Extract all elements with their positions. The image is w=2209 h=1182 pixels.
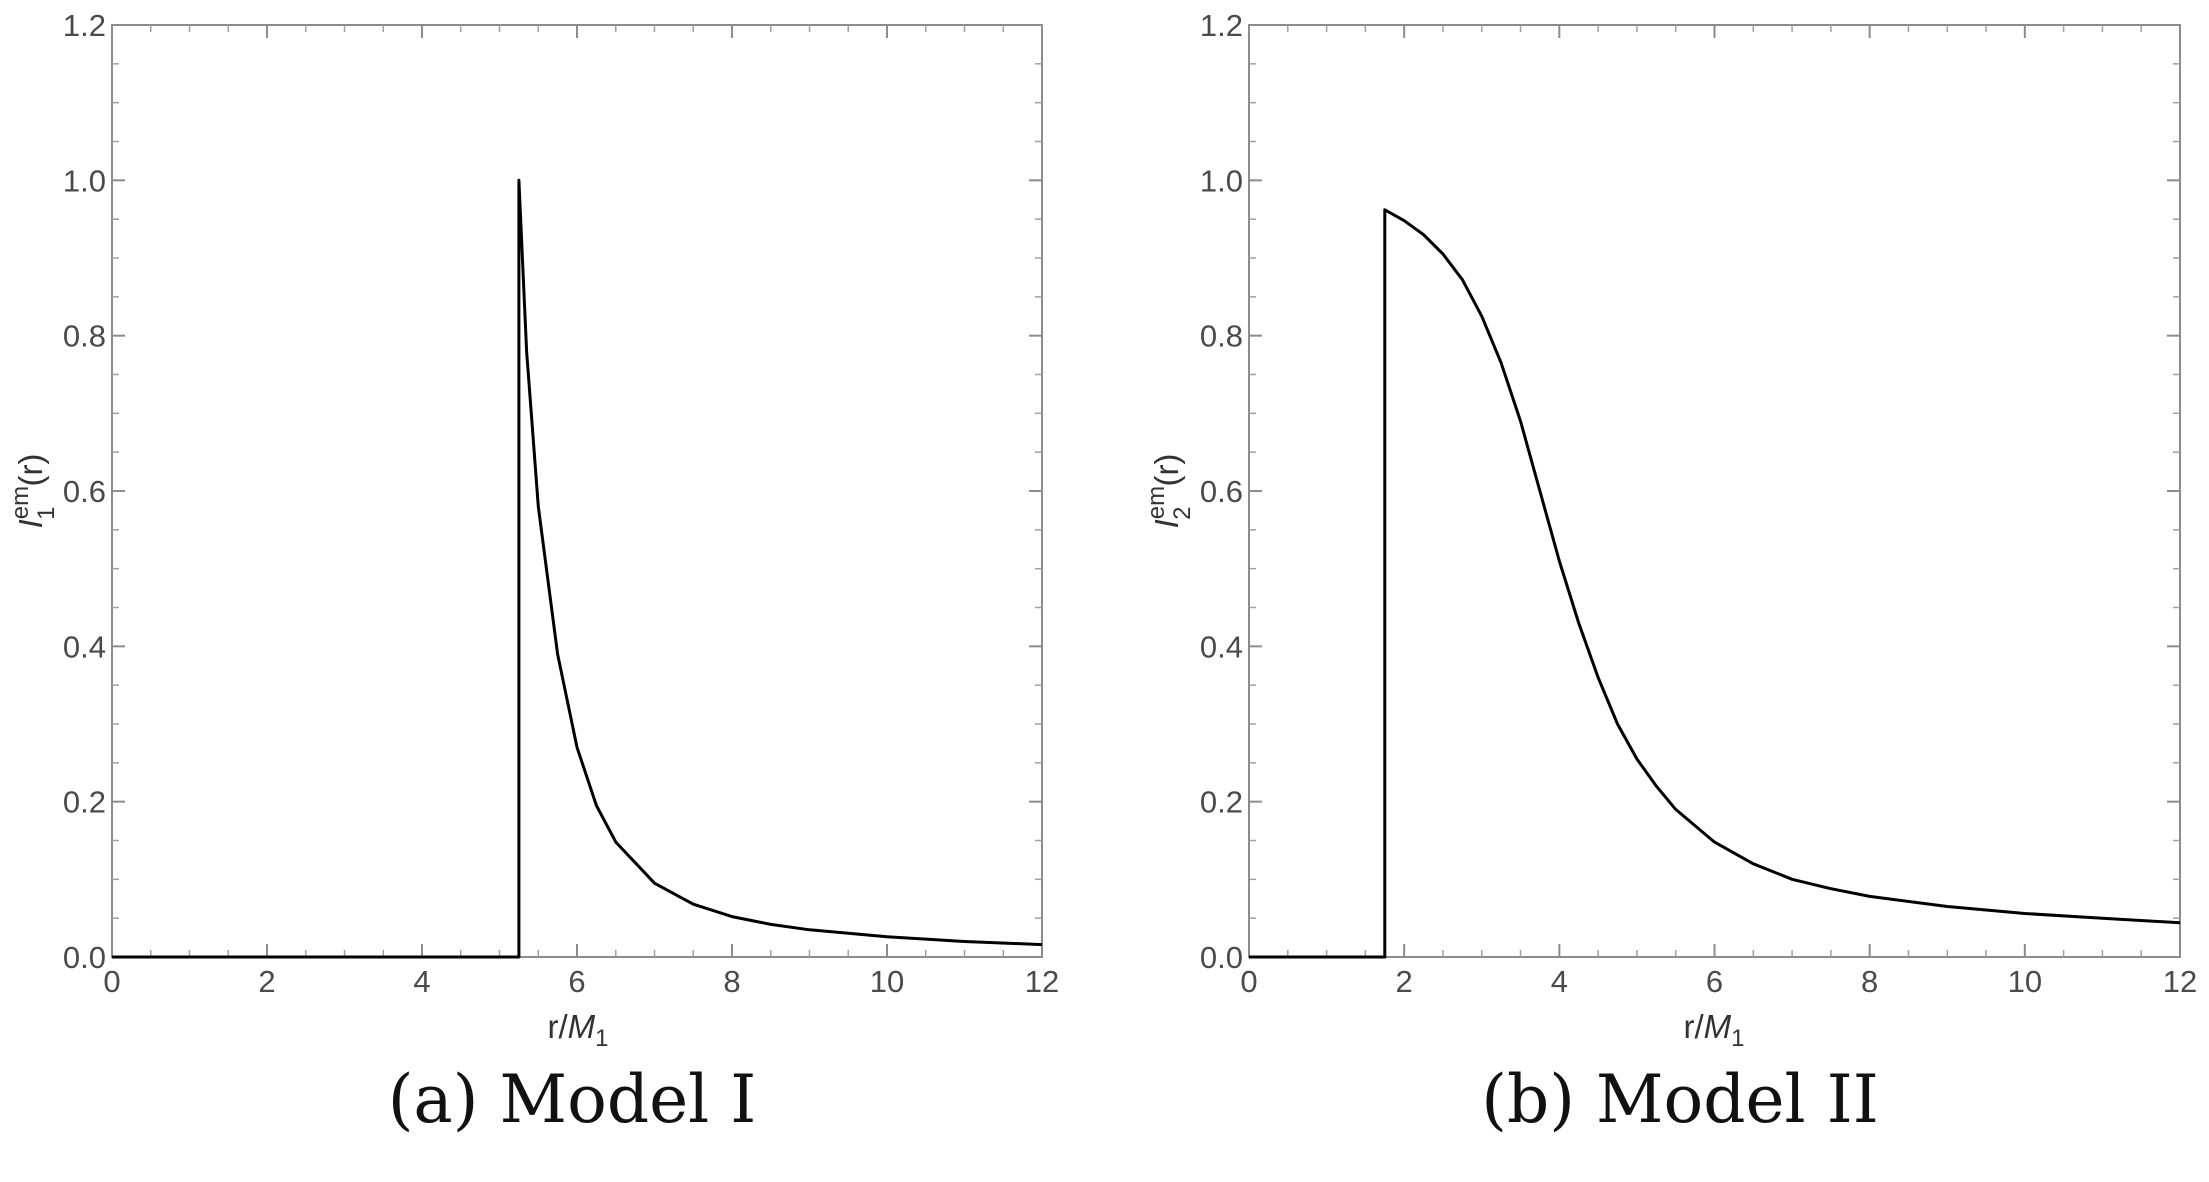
- x-tick-label: 8: [1861, 964, 1878, 999]
- y-axis-label-argument: (r): [1148, 454, 1185, 487]
- x-axis-label-symbol: M: [568, 1008, 596, 1045]
- chart-panel-1: 0 2 4 6 8 10 120.00.20.40.60.81.01.2r/M1Iem1(r…: [7, 8, 1059, 1138]
- y-tick-label: 0.8: [63, 319, 106, 354]
- y-axis-label-main: I: [12, 519, 49, 528]
- x-tick-label: 6: [568, 964, 585, 999]
- y-tick-label: 1.0: [1200, 163, 1243, 198]
- y-axis-label-superscript: em: [1143, 486, 1170, 519]
- x-tick-label: 4: [413, 964, 430, 999]
- x-tick-label: 12: [1025, 964, 1059, 999]
- plot-frame: [111, 24, 1043, 958]
- y-tick-label: 0.0: [1200, 940, 1243, 975]
- y-tick-label: 1.2: [63, 8, 106, 43]
- y-axis-label-argument: (r): [12, 454, 49, 487]
- x-axis-label: r/M1: [547, 1008, 608, 1052]
- x-axis-label-main: r/: [547, 1008, 568, 1045]
- x-tick-label: 0: [103, 964, 120, 999]
- panel-caption: (b) Model II: [1481, 1061, 1879, 1138]
- y-axis-label: Iem1 (r): [7, 454, 60, 529]
- x-tick-label: 4: [1551, 964, 1568, 999]
- y-axis-label-superscript: em: [7, 486, 34, 519]
- y-axis-label: Iem2 (r): [1143, 454, 1196, 529]
- x-tick-label: 2: [258, 964, 275, 999]
- y-tick-label: 0.4: [63, 629, 106, 664]
- y-tick-label: 0.6: [1200, 474, 1243, 509]
- series-line-1: [112, 178, 1043, 959]
- y-tick-label: 0.0: [63, 940, 106, 975]
- x-tick-label: 10: [870, 964, 904, 999]
- panels: 0 2 4 6 8 10 120.00.20.40.60.81.01.2r/M1Iem1(r…: [7, 8, 2197, 1138]
- y-tick-label: 0.8: [1200, 319, 1243, 354]
- plot-frame: [1248, 24, 2181, 958]
- x-axis-label-subscript: 1: [1731, 1025, 1744, 1052]
- x-tick-label: 12: [2163, 964, 2197, 999]
- x-axis-label-subscript: 1: [595, 1025, 608, 1052]
- chart-panel-2: 0 2 4 6 8 10 120.00.20.40.60.81.01.2r/M1Iem2(r…: [1143, 8, 2197, 1138]
- x-tick-label: 6: [1706, 964, 1723, 999]
- x-tick-label: 0: [1240, 964, 1257, 999]
- x-tick-label: 8: [723, 964, 740, 999]
- x-axis-label-main: r/: [1683, 1008, 1704, 1045]
- y-tick-label: 0.2: [1200, 785, 1243, 820]
- y-tick-label: 1.0: [63, 163, 106, 198]
- y-axis-label-main: I: [1148, 519, 1185, 528]
- series-line-1: [1249, 208, 2181, 959]
- y-tick-label: 0.6: [63, 474, 106, 509]
- y-tick-label: 0.4: [1200, 629, 1243, 664]
- y-axis-label-subscript: 1: [33, 507, 60, 520]
- y-tick-label: 0.2: [63, 785, 106, 820]
- x-tick-label: 10: [2008, 964, 2042, 999]
- panel-caption: (a) Model I: [388, 1061, 757, 1138]
- x-tick-label: 2: [1396, 964, 1413, 999]
- y-axis-label-subscript: 2: [1169, 507, 1196, 520]
- x-axis-label-symbol: M: [1704, 1008, 1732, 1045]
- y-tick-label: 1.2: [1200, 8, 1243, 43]
- x-axis-label: r/M1: [1683, 1008, 1744, 1052]
